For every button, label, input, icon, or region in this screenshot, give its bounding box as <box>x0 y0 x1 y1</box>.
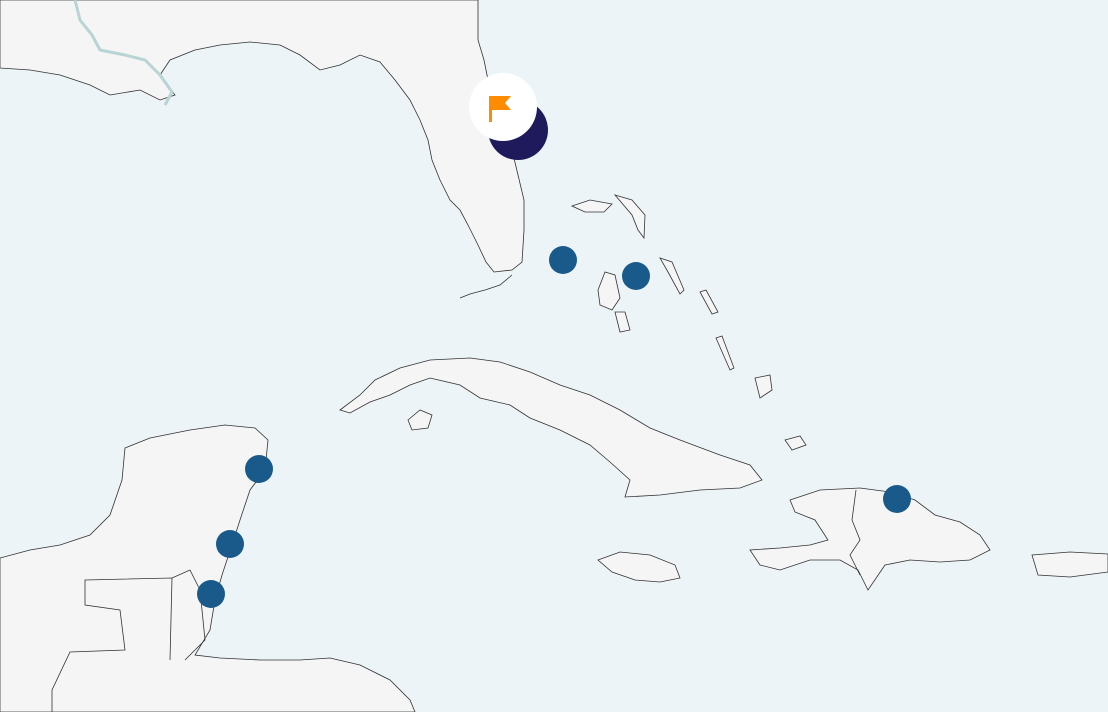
land-florida-keys <box>459 274 513 299</box>
land-puerto-rico <box>1031 551 1108 578</box>
land-hispaniola <box>749 487 991 591</box>
map-marker[interactable] <box>245 455 273 483</box>
land-bahamas-eleuthera <box>613 194 646 240</box>
map-markers <box>197 246 911 608</box>
map-marker[interactable] <box>622 262 650 290</box>
land-bahamas-abaco <box>570 199 613 213</box>
land-bahamas-cat <box>659 257 685 295</box>
selected-marker[interactable] <box>469 73 548 160</box>
land-turks-caicos <box>784 435 807 451</box>
map-marker[interactable] <box>883 485 911 513</box>
land-bahamas-andros <box>597 271 621 311</box>
land-florida-gulf-coast <box>0 0 525 273</box>
river-mississippi <box>73 0 174 106</box>
land-isla-juventud <box>407 409 433 431</box>
border-mexico-guatemala <box>51 577 173 712</box>
land-jamaica <box>597 551 681 583</box>
land-bahamas-inagua <box>754 374 773 399</box>
flag-icon <box>489 96 511 122</box>
map-marker[interactable] <box>549 246 577 274</box>
map-marker[interactable] <box>216 530 244 558</box>
border-haiti-dr <box>849 489 861 576</box>
map-marker[interactable] <box>197 580 225 608</box>
land-cuba <box>339 357 763 498</box>
land-bahamas-south <box>614 311 631 333</box>
land-bahamas-long <box>699 289 719 315</box>
land-bahamas-acklins <box>715 335 735 371</box>
